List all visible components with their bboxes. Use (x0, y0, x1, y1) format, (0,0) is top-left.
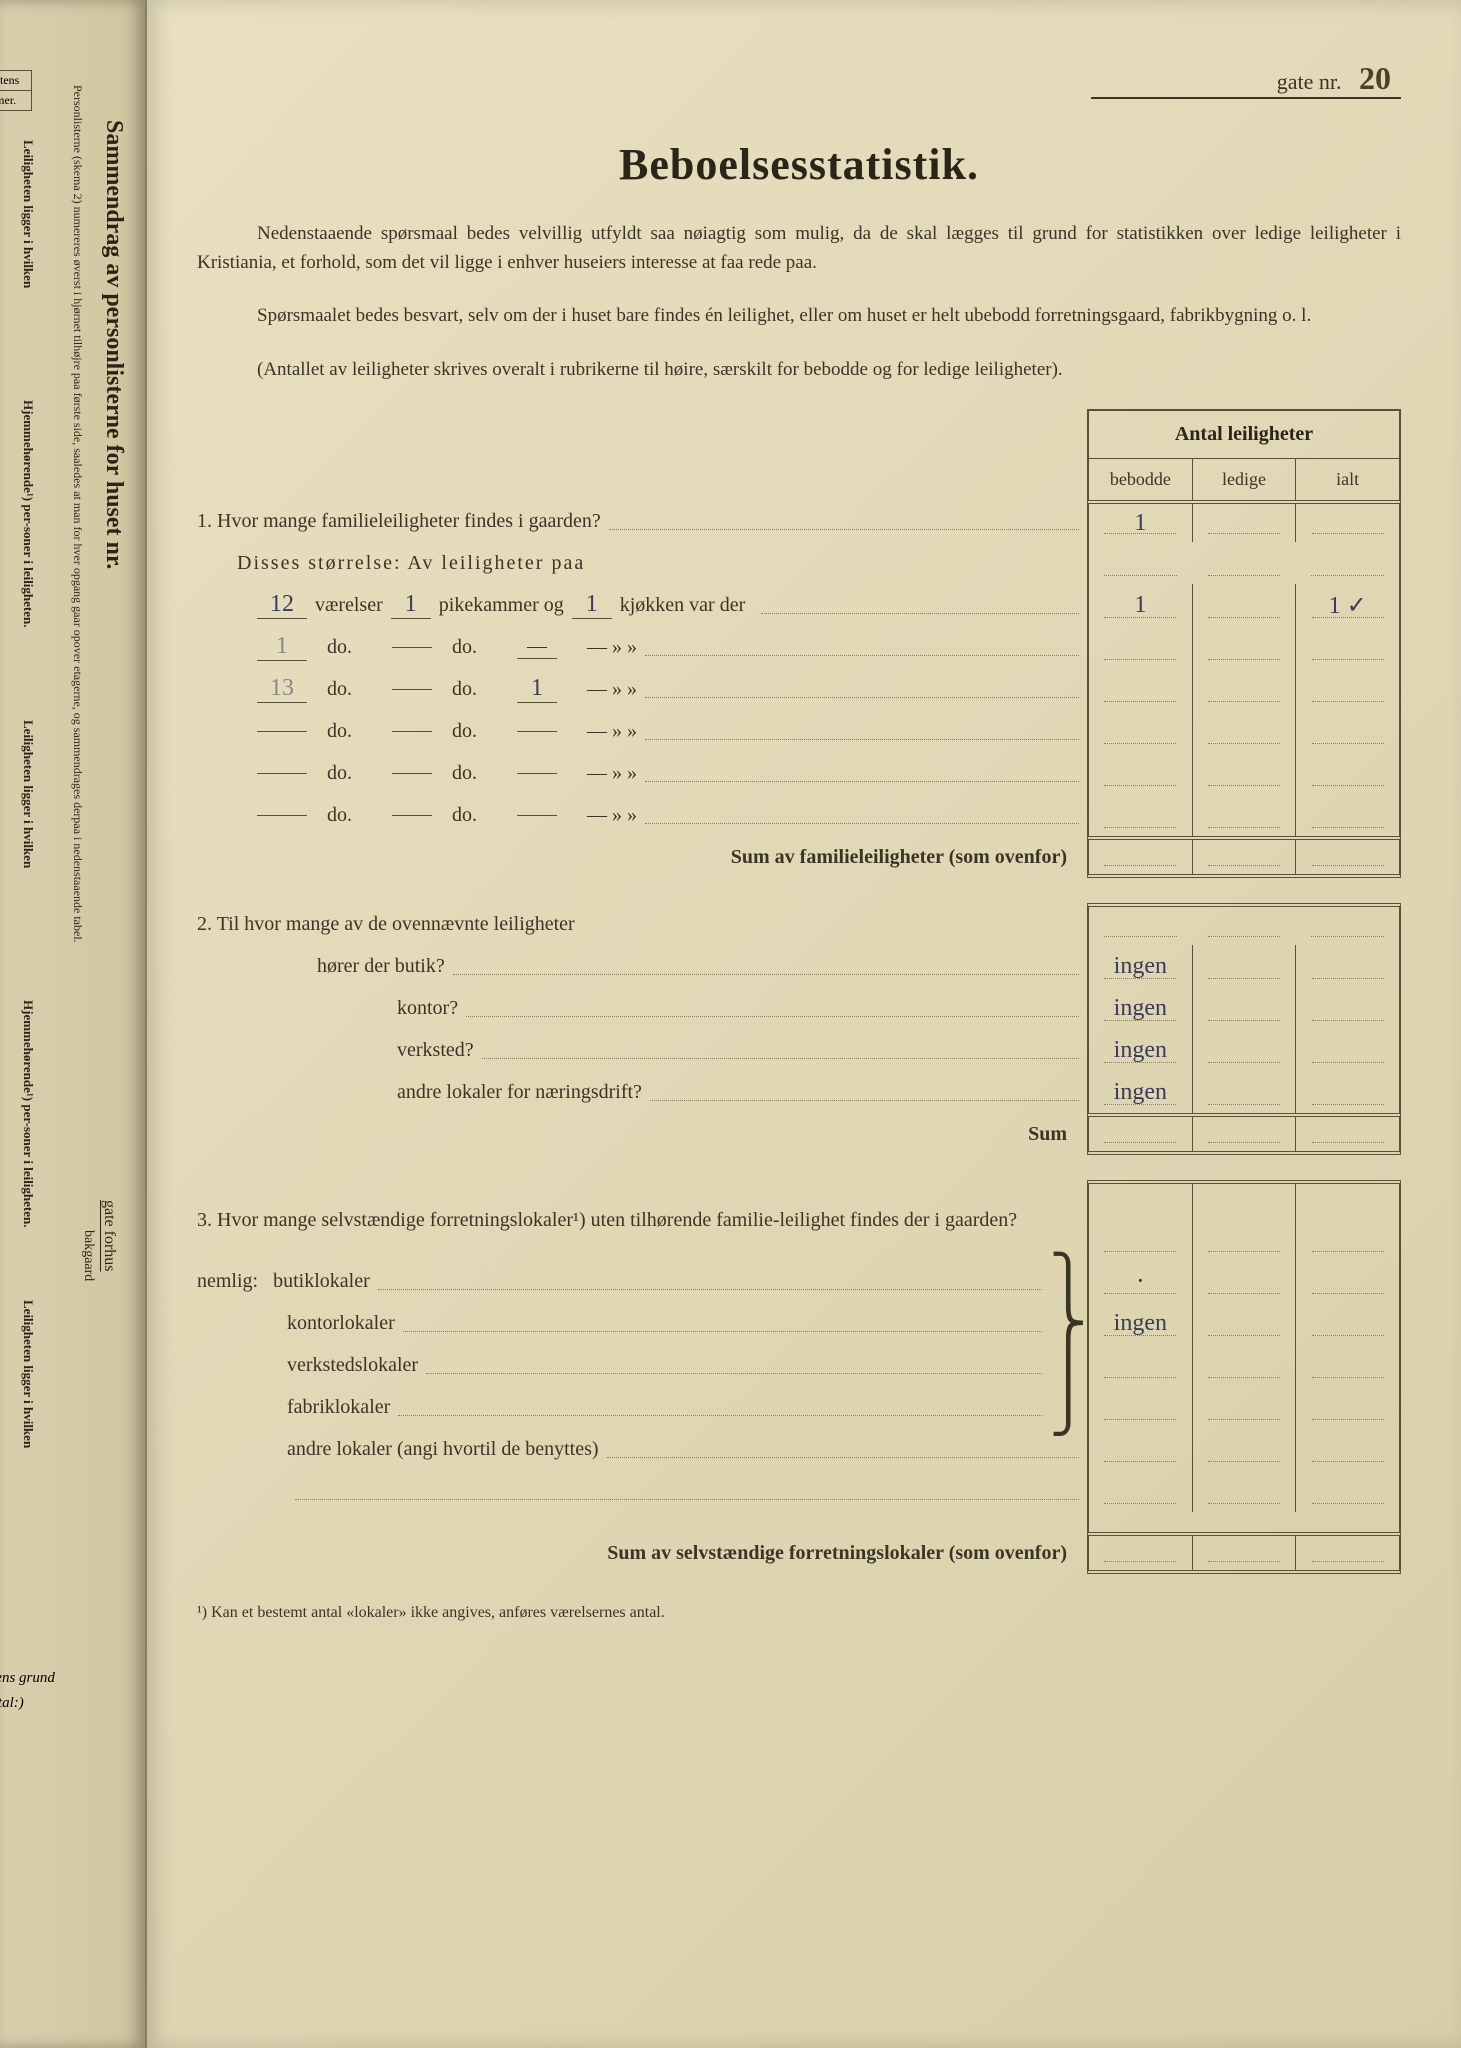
q1-label: 1. Hvor mange familieleiligheter findes … (197, 510, 601, 533)
q2-butik: hører der butik? ingen (197, 945, 1401, 987)
q1-row: 1. Hvor mange familieleiligheter findes … (197, 500, 1401, 542)
left-table-frag: nlistens mmer. (0, 70, 32, 111)
q2-kontor: kontor? ingen (197, 987, 1401, 1029)
intro-paragraph-3: (Antallet av leiligheter skrives overalt… (197, 356, 1401, 385)
q1-size-row2: 1 do. do. — — » » (197, 626, 1401, 668)
q3-kontor: kontorlokaler ⎬ ingen (197, 1302, 1401, 1344)
footnote: ¹) Kan et bestemt antal «lokaler» ikke a… (197, 1604, 1401, 1622)
left-grund: gaardens grund (0, 1670, 55, 1687)
table-header: Antal leiligheter bebodde ledige ialt (197, 409, 1401, 500)
gate-number: 20 (1359, 60, 1391, 96)
q1-size-row1: 12 værelser 1 pikekammer og 1 kjøkken va… (197, 584, 1401, 626)
q3-label-row: 3. Hvor mange selvstændige forretningslo… (197, 1180, 1401, 1260)
gate-label: gate nr. (1277, 69, 1342, 94)
intro-paragraph-1: Nedenstaaende spørsmaal bedes velvillig … (197, 220, 1401, 277)
q2-label: 2. Til hvor mange av de ovennævnte leili… (197, 913, 575, 936)
q3-sum: Sum av selvstændige forretningslokaler (… (197, 1532, 1401, 1574)
q3-label: 3. Hvor mange selvstændige forretningslo… (197, 1200, 1017, 1240)
q1-disses: Disses størrelse: Av leiligheter paa (197, 542, 1401, 584)
q1-size-row5: do. do. — » » (197, 752, 1401, 794)
left-subtext: Personlisterne (skema 2) numereres øvers… (70, 85, 85, 943)
main-form-page: gate nr. 20 Beboelsesstatistik. Nedensta… (147, 0, 1461, 2048)
antal-title: Antal leiligheter (1089, 411, 1399, 459)
q1-size-row6: do. do. — » » (197, 794, 1401, 836)
q2-verksted: verksted? ingen (197, 1029, 1401, 1071)
q1-size-row4: do. do. — » » (197, 710, 1401, 752)
q3-butik: nemlig: butiklokaler ⎫ · (197, 1260, 1401, 1302)
page-title: Beboelsesstatistik. (197, 139, 1401, 190)
q1-ans-bebodde: 1 (1089, 504, 1193, 542)
q1-size-row3: 13 do. do. 1 — » » (197, 668, 1401, 710)
q2-andre: andre lokaler for næringsdrift? ingen (197, 1071, 1401, 1113)
intro-paragraph-2: Spørsmaalet bedes besvart, selv om der i… (197, 302, 1401, 331)
q3-verksted: verkstedslokaler ⎪ (197, 1344, 1401, 1386)
left-page-fragment: Sammendrag av personlisterne for huset n… (0, 0, 147, 2048)
gate-number-line: gate nr. 20 (197, 60, 1401, 99)
q3-blank (197, 1470, 1401, 1512)
left-gate-forhus: gate forhus (100, 1200, 118, 1272)
q3-fabrik: fabriklokaler ⎭ (197, 1386, 1401, 1428)
col-ledige: ledige (1193, 459, 1297, 500)
col-bebodde: bebodde (1089, 459, 1193, 500)
col-ialt: ialt (1296, 459, 1399, 500)
q2-sum: Sum (197, 1113, 1401, 1155)
q3-andre: andre lokaler (angi hvortil de benyttes) (197, 1428, 1401, 1470)
left-col-leilighet: Leiligheten ligger i hvilken (20, 140, 36, 288)
q2-label-row: 2. Til hvor mange av de ovennævnte leili… (197, 903, 1401, 945)
left-col-hjemme: Hjemmehørende¹) per-soner i leiligheten. (20, 400, 36, 628)
q1-sum: Sum av familieleiligheter (som ovenfor) (197, 836, 1401, 878)
left-heading: Sammendrag av personlisterne for huset n… (100, 120, 127, 569)
